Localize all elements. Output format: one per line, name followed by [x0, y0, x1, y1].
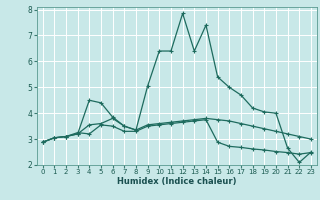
- X-axis label: Humidex (Indice chaleur): Humidex (Indice chaleur): [117, 177, 236, 186]
